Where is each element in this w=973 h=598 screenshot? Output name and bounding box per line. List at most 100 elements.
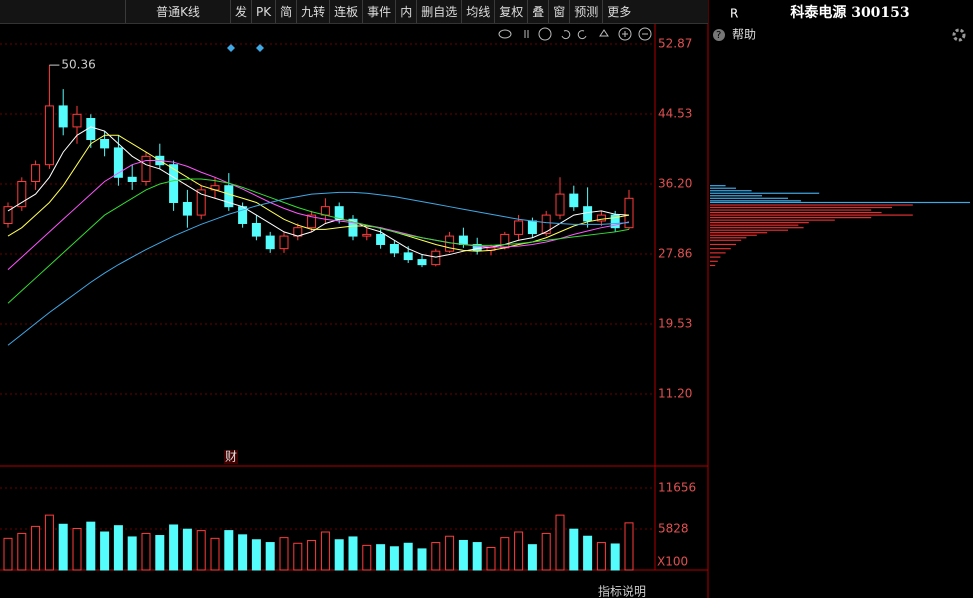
toolbar-button[interactable]: 窗 — [548, 0, 569, 23]
profile-bar — [710, 232, 768, 234]
candle-body — [527, 220, 537, 235]
candle-body — [389, 243, 399, 254]
profile-bar — [710, 252, 726, 254]
max-label: 50.36 — [61, 58, 95, 72]
candle-body — [376, 233, 386, 245]
volume-bar — [100, 531, 110, 571]
volume-bar — [307, 539, 317, 571]
toolbar-button[interactable]: 连板 — [329, 0, 362, 23]
candle-body — [196, 189, 206, 216]
y-tick-label: 19.53 — [658, 317, 692, 331]
unit-label: X100 — [657, 555, 688, 569]
toolbar-button[interactable]: 更多 — [602, 0, 635, 23]
help-link[interactable]: 帮助 — [732, 28, 756, 42]
profile-bar — [710, 200, 801, 202]
volume-bar — [389, 546, 399, 571]
volume-bar — [141, 532, 151, 571]
volume-bar — [610, 543, 620, 571]
volume-bar — [624, 522, 634, 571]
profile-bar — [710, 211, 882, 214]
volume-bar — [44, 514, 54, 571]
candle-body — [403, 252, 413, 261]
candle-body — [72, 113, 82, 128]
volume-bar — [527, 544, 537, 571]
volume-bar — [155, 535, 165, 571]
volume-bar — [472, 542, 482, 571]
y-tick-label: 27.86 — [658, 247, 692, 261]
event-diamond — [227, 44, 264, 52]
profile-bar — [710, 201, 970, 204]
volume-bar — [3, 537, 13, 571]
toolbar-button[interactable]: 均线 — [461, 0, 494, 23]
profile-bar — [710, 190, 752, 192]
y-tick-label: 52.87 — [658, 37, 692, 51]
profile-bar — [710, 195, 762, 197]
candle-body — [417, 259, 427, 266]
toolbar-button[interactable]: 内 — [395, 0, 416, 23]
volume-bar — [445, 535, 455, 571]
toolbar-button[interactable]: 复权 — [494, 0, 527, 23]
stock-title: 科泰电源 300153 — [790, 4, 909, 21]
candle-body — [279, 235, 289, 250]
volume-bar — [541, 532, 551, 571]
toolbar-button[interactable]: 叠 — [527, 0, 548, 23]
candle-body — [431, 250, 441, 266]
y-tick-label: 11.20 — [658, 386, 692, 400]
profile-bar — [710, 197, 788, 199]
settings-icon[interactable] — [952, 28, 966, 42]
toolbar-button[interactable]: 预测 — [569, 0, 602, 23]
profile-bar — [710, 239, 742, 241]
candle-body — [44, 105, 54, 166]
toolbar: 普通K线发 PK 简九转 连板 事件内删自选 均线 复权叠窗预测 更多 — [0, 0, 708, 24]
candle-body — [3, 206, 13, 224]
volume-bar — [72, 527, 82, 571]
volume-bar — [583, 535, 593, 571]
volume-bar — [127, 536, 137, 571]
flag: R — [730, 7, 738, 21]
volume-bar — [376, 544, 386, 571]
toolbar-button[interactable]: 简 — [275, 0, 296, 23]
profile-bar — [710, 187, 736, 189]
candle-body — [320, 206, 330, 216]
toolbar-button[interactable]: 九转 — [296, 0, 329, 23]
volume-bar — [279, 537, 289, 571]
profile-bar — [710, 185, 726, 187]
volume-bar — [196, 530, 206, 571]
candle-body — [141, 155, 151, 182]
candle-body — [541, 214, 551, 235]
toolbar-button[interactable]: 发 — [230, 0, 251, 23]
footer-link[interactable]: 指标说明 — [598, 584, 646, 598]
help-icon-glyph: ? — [716, 30, 721, 41]
profile-bar — [710, 222, 809, 224]
tool-icons[interactable] — [498, 27, 652, 41]
profile-bar — [710, 229, 788, 231]
profile-bar — [710, 256, 721, 258]
profile-bar — [710, 248, 731, 250]
profile-bar — [710, 219, 835, 221]
profile-bar — [710, 227, 804, 229]
profile-bar — [710, 243, 736, 246]
candle-body — [569, 193, 579, 208]
volume-bar — [362, 544, 372, 571]
toolbar-button[interactable]: 事件 — [362, 0, 395, 23]
toolbar-button[interactable]: 普通K线 — [125, 0, 230, 23]
y-tick-label: 44.53 — [658, 107, 692, 121]
volume-bar — [169, 524, 179, 571]
y-tick-label: 11656 — [658, 481, 696, 495]
volume-bar — [17, 532, 27, 571]
profile-bar — [710, 204, 913, 206]
candle-body — [472, 243, 482, 251]
volume-bar — [265, 542, 275, 571]
candle-body — [113, 147, 123, 178]
profile-bar — [710, 264, 716, 267]
toolbar-button[interactable]: 删自选 — [416, 0, 461, 23]
profile-bar — [710, 192, 820, 194]
profile-bar — [710, 234, 757, 236]
candle-body — [224, 185, 234, 208]
marker: 财 — [225, 450, 237, 464]
volume-bar — [486, 546, 496, 571]
toolbar-button[interactable]: PK — [251, 0, 275, 23]
help-icon[interactable] — [713, 29, 725, 41]
volume-bar — [458, 539, 468, 571]
